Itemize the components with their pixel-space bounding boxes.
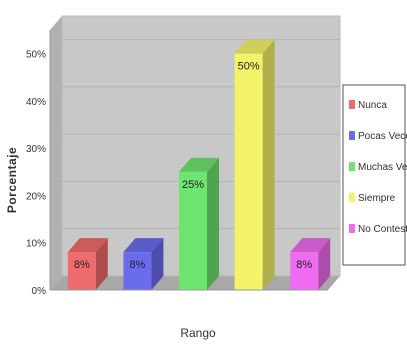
bar-top bbox=[234, 39, 275, 54]
bar-pocas-veces: 8% bbox=[123, 238, 164, 290]
data-label: 25% bbox=[182, 179, 204, 191]
data-label: 8% bbox=[129, 259, 145, 271]
y-tick-label: 20% bbox=[26, 191, 46, 202]
bar-side bbox=[95, 238, 108, 290]
data-label: 8% bbox=[74, 259, 90, 271]
bar-front bbox=[290, 252, 319, 290]
bar-side bbox=[318, 238, 331, 290]
bar-side bbox=[262, 39, 275, 290]
bar-top bbox=[179, 157, 219, 172]
legend-swatch bbox=[349, 100, 355, 109]
legend-swatch bbox=[349, 162, 355, 171]
bar-top bbox=[123, 238, 164, 253]
legend-label: Siempre bbox=[358, 193, 396, 204]
bars: 8% 8% 25% 50% 8% bbox=[67, 39, 331, 290]
legend-label: Nunca bbox=[358, 100, 387, 111]
legend-swatch bbox=[349, 193, 355, 202]
bar-front bbox=[234, 53, 263, 290]
legend-box bbox=[342, 84, 406, 266]
bar-muchas-veces: 25% bbox=[179, 157, 219, 290]
bar-front bbox=[179, 171, 207, 290]
bar-front bbox=[67, 252, 96, 290]
bar-side bbox=[151, 238, 164, 290]
bar-top bbox=[67, 238, 108, 253]
bar-no-contesto: 8% bbox=[290, 238, 331, 290]
data-label: 8% bbox=[296, 259, 312, 271]
legend-label: Pocas Veces bbox=[358, 131, 407, 142]
bar-siempre: 50% bbox=[234, 39, 275, 290]
legend-label: No Contesto bbox=[358, 224, 407, 235]
y-tick-label: 40% bbox=[26, 97, 46, 108]
legend: Nunca Pocas Veces Muchas Veces Siempre No Co… bbox=[349, 100, 407, 235]
y-tick-label: 50% bbox=[26, 50, 46, 61]
plot-side-wall bbox=[50, 16, 62, 290]
data-label: 50% bbox=[238, 61, 260, 73]
legend-swatch bbox=[349, 131, 355, 140]
y-tick-label: 0% bbox=[32, 286, 47, 297]
bar-front bbox=[123, 252, 152, 290]
bar-side bbox=[207, 157, 219, 290]
y-axis-title: Porcentaje bbox=[5, 147, 19, 213]
bar-nunca: 8% bbox=[67, 238, 108, 290]
y-axis-ticks: 0% 10% 20% 30% 40% 50% bbox=[26, 50, 46, 297]
legend-swatch bbox=[349, 224, 355, 233]
y-tick-label: 30% bbox=[26, 144, 46, 155]
bar-top bbox=[290, 238, 331, 253]
legend-label: Muchas Veces bbox=[358, 162, 407, 173]
y-tick-label: 10% bbox=[26, 239, 46, 250]
x-axis-title: Rango bbox=[180, 326, 216, 340]
